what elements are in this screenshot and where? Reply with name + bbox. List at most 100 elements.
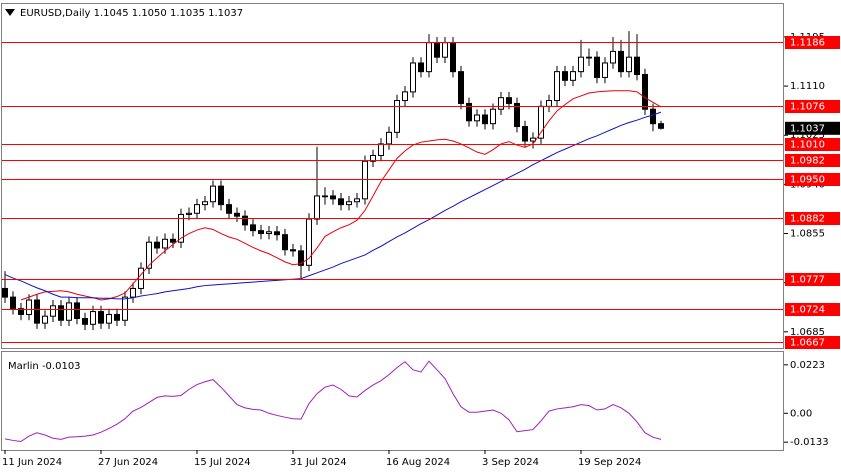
last-price-box [785,121,840,135]
candle-body [466,102,472,122]
candle-body [546,100,552,107]
candle-body [114,313,120,321]
candle-body [66,302,72,321]
x-tick-label: 19 Sep 2024 [578,457,641,468]
candle-body [98,311,104,324]
candle-body [314,195,320,220]
candle-body [474,114,480,122]
candle-body [658,123,664,129]
symbol-menu-icon[interactable] [5,9,15,16]
level-label: 1.1186 [790,38,825,49]
y-tick-label: 1.1025 [790,130,825,141]
candle-body [562,71,568,81]
candle-body [242,215,248,226]
candle-body [362,160,368,200]
candle-body [50,305,56,317]
candle-body [282,234,288,251]
candle-body [426,42,432,73]
level-label: 1.0950 [790,175,825,186]
level-label-box [785,336,840,349]
candle-body [74,302,80,320]
candle-body [42,315,48,324]
indicator-line [4,360,662,443]
candle-body [298,250,304,266]
candle-body [34,299,40,324]
last-price-label: 1.1037 [790,123,825,134]
candle-body [346,201,352,206]
candle-body [386,131,392,145]
candle-body [602,62,608,78]
candle-body [138,267,144,289]
candle-body [490,108,496,125]
candle-body [154,241,160,249]
candle-body [210,185,216,203]
candle-body [586,56,592,59]
level-label-box [785,212,840,225]
candle-body [82,318,88,325]
x-tick-label: 15 Jul 2024 [194,457,251,468]
y-tick-label: 0.0223 [790,360,825,371]
candle-body [594,56,600,78]
x-tick-label: 16 Aug 2024 [386,457,450,468]
candle-body [578,56,584,73]
y-tick-label: 0.00 [790,408,812,419]
level-label: 1.0724 [790,305,825,316]
level-label-box [785,173,840,186]
x-tick-label: 11 Jun 2024 [2,457,62,468]
candle-body [202,201,208,206]
plot-layer: 1.06851.07701.08551.09401.10251.11101.11… [2,31,840,468]
candle-body [338,198,344,206]
candle-body [250,224,256,232]
candle-body [290,249,296,252]
candle-body [370,154,376,162]
candle-body [266,231,272,235]
candle-body [394,100,400,133]
y-tick-label: 1.1110 [790,81,825,92]
main-panel [1,3,784,349]
candle-body [434,42,440,58]
candle-body [10,296,16,310]
candle-body [218,185,224,206]
candle-body [554,71,560,102]
level-label: 1.0982 [790,156,825,167]
candle-body [626,56,632,73]
candle-body [194,204,200,214]
candle-body [2,287,8,298]
candle-body [26,299,32,315]
level-label-box [785,154,840,167]
candle-body [514,102,520,128]
moving-average-line [4,111,662,300]
candle-body [482,114,488,125]
candle-body [442,42,448,58]
y-tick-label: -0.0133 [790,437,829,448]
candle-body [122,296,128,321]
candle-body [634,56,640,76]
candle-body [498,97,504,110]
candle-body [258,230,264,235]
level-label-box [785,36,840,49]
level-label: 1.1010 [790,140,825,151]
x-tick-label: 31 Jul 2024 [290,457,347,468]
indicator-panel [1,351,784,451]
candle-body [378,143,384,156]
chart-title: EURUSD,Daily 1.1045 1.1050 1.1035 1.1037 [20,8,243,19]
candle-body [306,218,312,266]
candle-body [226,204,232,214]
level-label: 1.0667 [790,338,825,349]
candle-body [274,231,280,236]
level-label: 1.0777 [790,275,825,286]
candle-body [618,50,624,73]
candle-body [522,126,528,142]
candle-body [106,313,112,324]
candle-body [610,50,616,64]
candle-body [650,108,656,125]
moving-average-line [20,90,662,301]
candle-body [186,212,192,215]
x-tick-label: 27 Jun 2024 [98,457,158,468]
candle-body [418,62,424,73]
candle-body [450,42,456,73]
candle-body [90,311,96,325]
